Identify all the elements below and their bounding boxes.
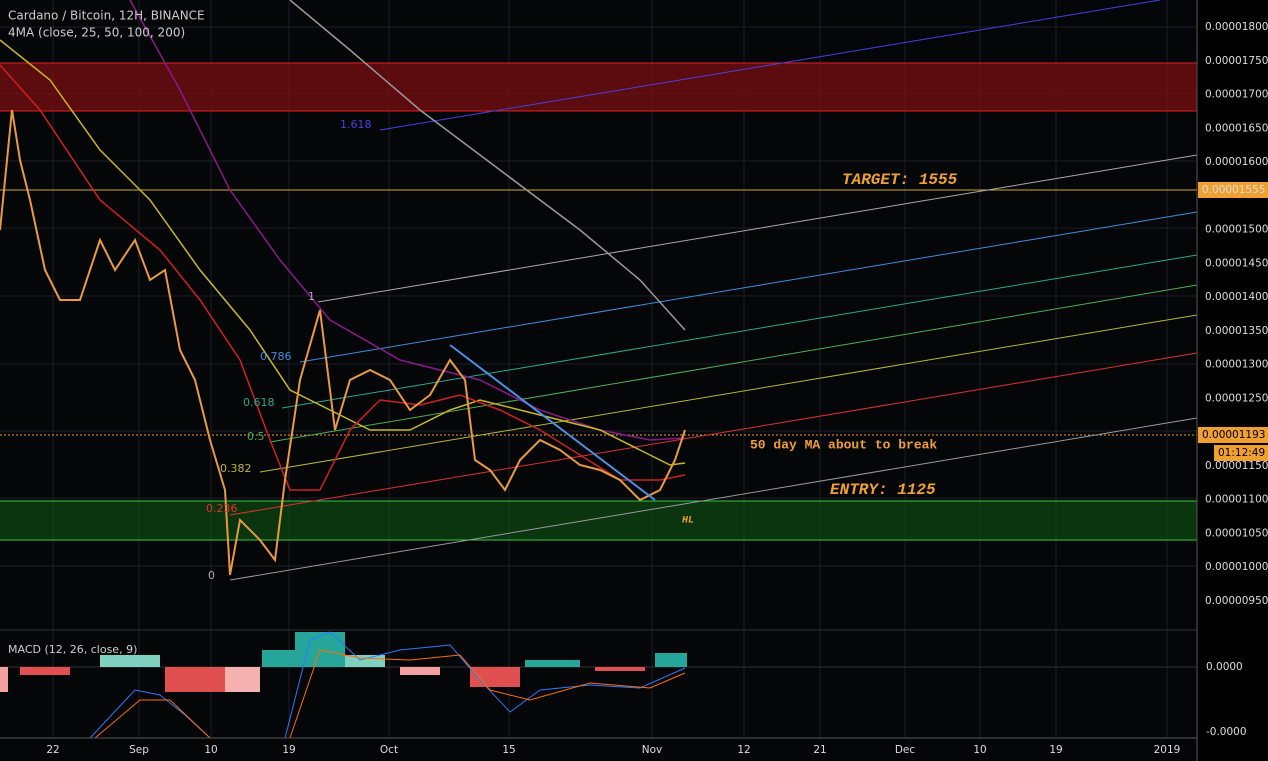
time-tick-label: 22: [46, 744, 59, 756]
fib-label: 0.618: [243, 396, 275, 409]
time-tick-label: 21: [813, 744, 826, 756]
price-tick-label: 0.00001500: [1205, 224, 1268, 236]
target-price: 0.00001555: [1202, 184, 1265, 196]
fib-channel: [229, 0, 1198, 581]
price-tick-label: 0.00001250: [1205, 392, 1268, 404]
price-candles: [0, 109, 686, 576]
ma-note: 50 day MA about to break: [750, 437, 937, 452]
price-tick-label: 0.00001150: [1205, 460, 1268, 472]
price-tick-label: 0.00001800: [1205, 21, 1268, 33]
hl-label: HL: [682, 516, 694, 527]
time-tick-label: 10: [204, 744, 217, 756]
price-tick-label: 0.00001750: [1205, 55, 1268, 67]
fib-label: 1: [308, 290, 315, 303]
vertical-grid: [52, 0, 1168, 738]
countdown: 01:12:49: [1218, 447, 1265, 459]
fib-label: 1.618: [340, 118, 372, 131]
price-tick-label: 0.00001650: [1205, 122, 1268, 134]
time-tick-label: Oct: [380, 744, 398, 756]
time-tick-label: 2019: [1154, 744, 1181, 756]
price-tick-label: 0.00000950: [1205, 595, 1268, 607]
target-label: TARGET: 1555: [842, 171, 958, 189]
current-price: 0.00001193: [1202, 429, 1265, 441]
countdown-badge: [1214, 445, 1268, 461]
price-tick-label: 0.00001350: [1205, 325, 1268, 337]
price-tick-label: 0.00001100: [1205, 494, 1268, 506]
symbol-title: Cardano / Bitcoin, 12H, BINANCE: [8, 9, 205, 23]
price-tick-label: 0.00001400: [1205, 291, 1268, 303]
ma-200: [289, 0, 686, 331]
price-tick-label: 0.00001000: [1205, 561, 1268, 573]
entry-label: ENTRY: 1125: [830, 481, 936, 499]
time-tick-label: 19: [1049, 744, 1062, 756]
indicator-title: 4MA (close, 25, 50, 100, 200): [8, 26, 185, 40]
price-tick-label: 0.00001700: [1205, 89, 1268, 101]
fib-label: 0.5: [247, 430, 265, 443]
fib-label: 0.382: [220, 462, 252, 475]
price-axis: [1197, 0, 1268, 761]
time-tick-label: Dec: [895, 744, 916, 756]
resistance-zone: [0, 63, 1197, 111]
macd-axis-label: 0.0000: [1206, 661, 1243, 673]
price-tick-label: 0.00001300: [1205, 359, 1268, 371]
time-tick-label: 19: [282, 744, 295, 756]
price-tick-label: 0.00001600: [1205, 156, 1268, 168]
macd-title: MACD (12, 26, close, 9): [8, 643, 137, 656]
macd-line: [284, 631, 686, 739]
macd-axis-label: -0.0000: [1206, 726, 1247, 738]
fib-label: 0: [208, 569, 215, 582]
trend-line: [449, 344, 656, 501]
price-badge: [1198, 427, 1268, 443]
target-badge: [1198, 182, 1268, 198]
time-tick-label: 12: [737, 744, 750, 756]
ma-100: [129, 0, 686, 441]
support-zone: [0, 501, 1197, 540]
ma-50: [0, 39, 686, 466]
macd-histogram: [0, 632, 687, 692]
signal-line: [289, 649, 686, 739]
time-tick-label: Nov: [642, 744, 663, 756]
fib-label: 0.236: [206, 502, 238, 515]
price-tick-label: 0.00001050: [1205, 527, 1268, 539]
price-tick-label: 0.00001450: [1205, 257, 1268, 269]
time-tick-label: 10: [973, 744, 986, 756]
ma-25: [0, 64, 686, 491]
time-tick-label: Sep: [129, 744, 149, 756]
signal-line: [94, 699, 211, 739]
fib-label: 0.786: [260, 350, 292, 363]
time-tick-label: 15: [502, 744, 515, 756]
